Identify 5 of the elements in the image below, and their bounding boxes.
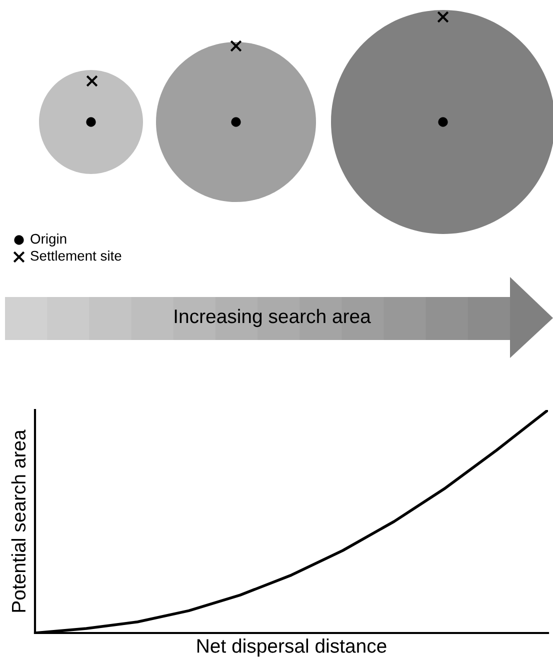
text: Increasing search area — [174, 308, 371, 328]
x-axis-title: Net dispersal distance — [197, 638, 386, 657]
text: Settlement site — [30, 250, 122, 261]
text: Origin — [30, 234, 66, 246]
y-axis-title: Potential search area — [11, 430, 26, 612]
